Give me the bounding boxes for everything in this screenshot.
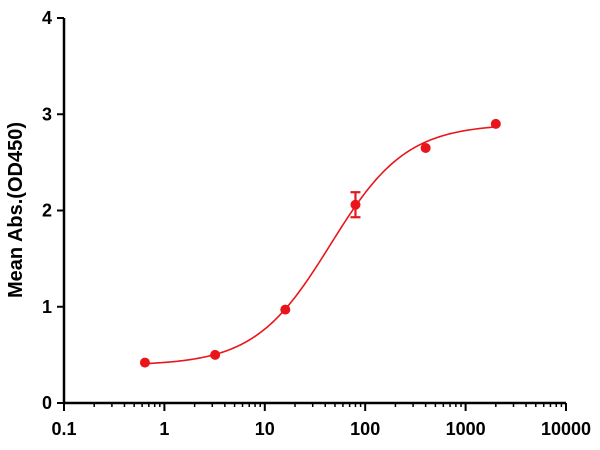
y-tick-label: 3	[42, 104, 52, 124]
data-point	[420, 142, 431, 153]
data-point	[490, 118, 501, 129]
data-point	[210, 349, 221, 360]
axis-ticks: 0 1 2 3 4 0.1 1 10 100 1000 10000	[42, 8, 591, 439]
y-axis-title: Mean Abs.(OD450)	[5, 122, 27, 298]
x-tick-label: 0.1	[51, 419, 76, 439]
x-tick-label: 1000	[446, 419, 486, 439]
data-point	[280, 304, 291, 315]
y-tick-label: 0	[42, 393, 52, 413]
fit-curve-group	[144, 126, 496, 365]
data-points	[139, 118, 501, 368]
y-tick-label: 2	[42, 201, 52, 221]
x-tick-label: 1	[159, 419, 169, 439]
y-tick-label: 4	[42, 8, 52, 28]
fit-curve	[144, 126, 496, 365]
x-tick-label: 10000	[541, 419, 591, 439]
x-tick-label: 10	[255, 419, 275, 439]
y-tick-label: 1	[42, 297, 52, 317]
axes	[62, 18, 566, 405]
data-point	[350, 199, 361, 210]
data-point	[139, 357, 150, 368]
x-tick-label: 100	[350, 419, 380, 439]
